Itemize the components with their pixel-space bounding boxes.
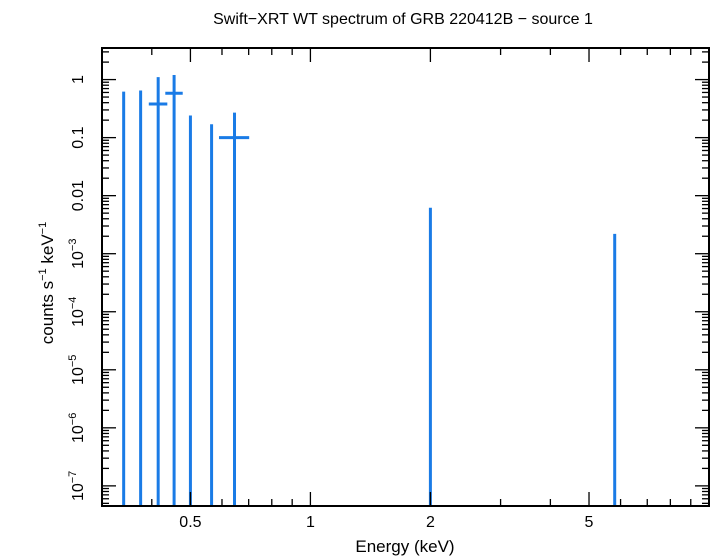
y-tick-label: 10−3 [67, 239, 87, 269]
y-axis-label-sup1: −1 [37, 268, 49, 281]
y-tick-exponent: −4 [67, 297, 79, 310]
y-tick-label: 10−7 [67, 471, 87, 501]
y-tick-label: 10−6 [67, 413, 87, 443]
y-tick-label: 10−4 [67, 297, 87, 327]
y-tick-label: 0.01 [70, 180, 87, 211]
y-tick-mantissa: 1 [70, 75, 87, 84]
y-tick-label: 10−5 [67, 355, 87, 385]
y-tick-mantissa: 10 [70, 367, 87, 385]
y-tick-mantissa: 0.1 [70, 126, 87, 148]
y-tick-mantissa: 10 [70, 483, 87, 501]
y-tick-label: 0.1 [70, 126, 87, 148]
x-tick-label: 0.5 [179, 514, 201, 531]
y-tick-mantissa: 10 [70, 251, 87, 269]
data-layer [122, 74, 617, 506]
y-tick-mantissa: 10 [70, 309, 87, 327]
y-axis-label-main: counts s [38, 281, 57, 344]
y-tick-mantissa: 10 [70, 425, 87, 443]
x-tick-label: 1 [306, 514, 315, 531]
x-axis-label: Energy (keV) [355, 537, 454, 556]
y-tick-exponent: −3 [67, 239, 79, 252]
x-tick-label: 2 [426, 514, 435, 531]
y-tick-label: 1 [70, 75, 87, 84]
y-axis-label-sup2: −1 [37, 222, 49, 235]
y-axis-label-mid: keV [38, 234, 57, 269]
y-tick-mantissa: 0.01 [70, 180, 87, 211]
chart-title: Swift−XRT WT spectrum of GRB 220412B − s… [213, 11, 593, 28]
x-tick-label: 5 [585, 514, 594, 531]
y-tick-exponent: −6 [67, 413, 79, 426]
y-tick-exponent: −7 [67, 471, 79, 484]
y-axis-label: counts s−1 keV−1 [37, 222, 57, 344]
plot-frame [101, 47, 710, 507]
y-tick-exponent: −5 [67, 355, 79, 368]
